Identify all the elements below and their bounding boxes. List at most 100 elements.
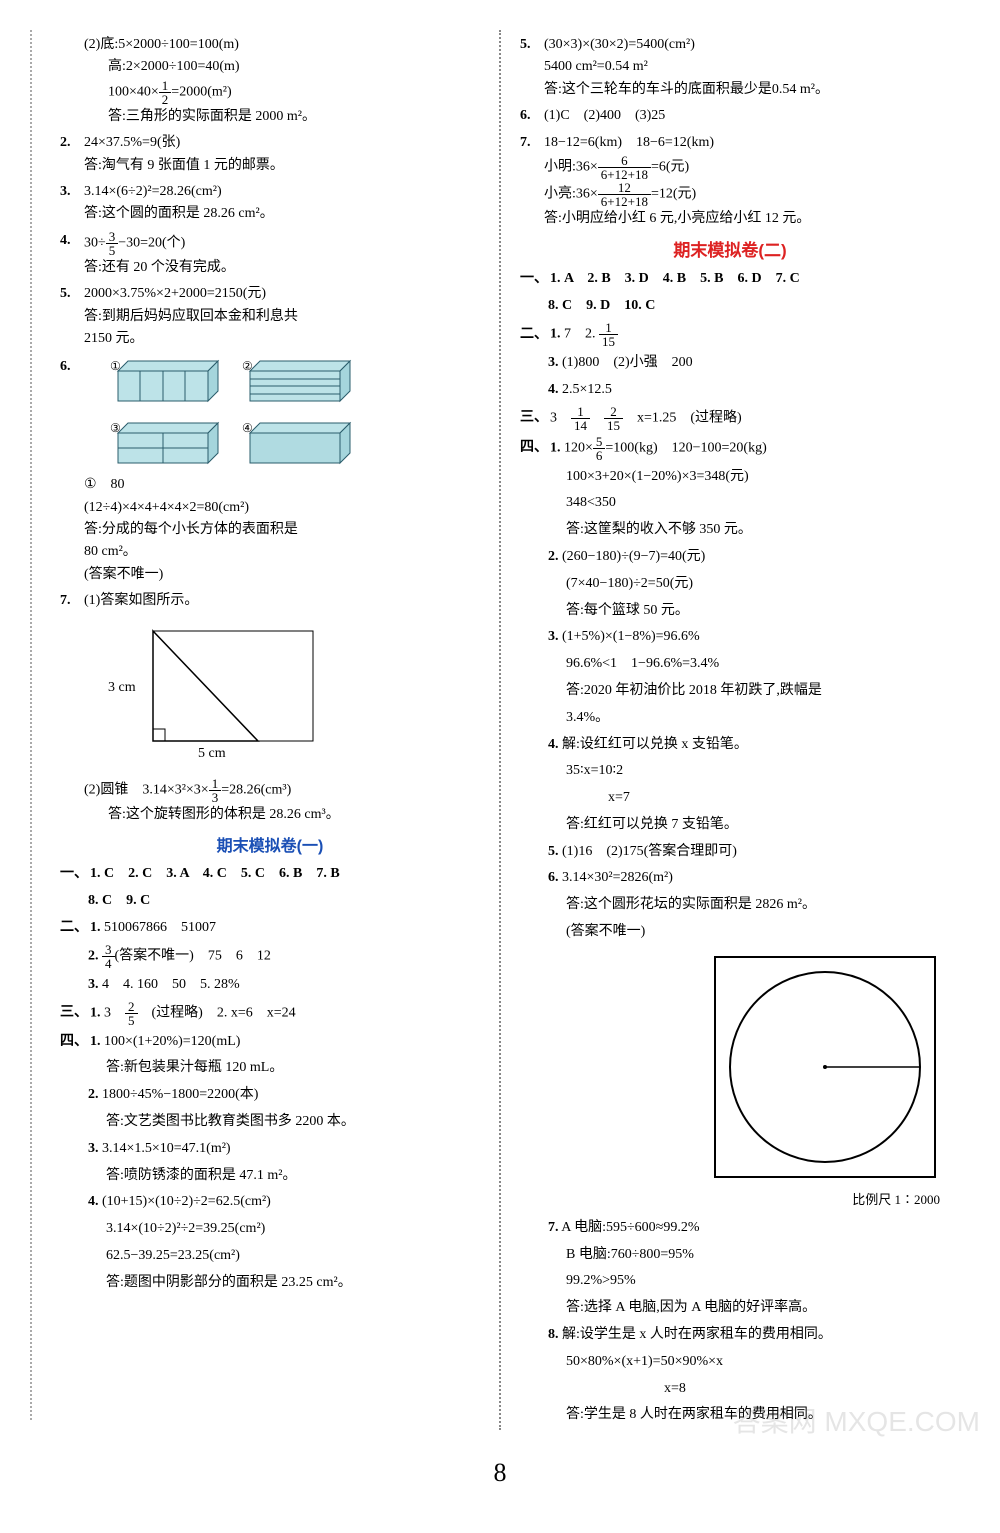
e2-s2-3: 3. (1)800 (2)小强 200 xyxy=(548,351,940,375)
q1-2: (2)底:5×2000÷100=100(m) 高:2×2000÷100=40(m… xyxy=(60,34,480,128)
text: 100×40×12=2000(m²) xyxy=(108,79,480,106)
t: 120× xyxy=(564,440,593,455)
num: 7. xyxy=(60,590,71,612)
divider-line xyxy=(499,30,501,1430)
t: 答:小明应给小红 6 元,小亮应给小红 12 元。 xyxy=(544,208,940,230)
fraction: 25 xyxy=(125,1000,138,1027)
fraction: 114 xyxy=(571,405,590,432)
t: (10+15)×(10÷2)÷2=62.5(cm²) xyxy=(102,1194,271,1209)
box-figures: ① ② ③ xyxy=(108,356,480,468)
n: 4. xyxy=(548,382,559,397)
t: 96.6%<1 1−96.6%=3.4% xyxy=(566,652,940,676)
s4-3: 3. 3.14×1.5×10=47.1(m²) xyxy=(88,1137,480,1161)
t: 5400 cm²=0.54 m² xyxy=(544,56,940,78)
num: 7. xyxy=(520,132,531,154)
t: =6(元) xyxy=(651,160,689,175)
n: 8. xyxy=(548,1327,559,1342)
t: 答:这个圆形花坛的实际面积是 2826 m²。 xyxy=(566,893,940,917)
e2-s4-8: 8. 解:设学生是 x 人时在两家租车的费用相同。 xyxy=(548,1323,940,1347)
t: 8. C 9. D 10. C xyxy=(548,298,655,313)
fraction: 66+12+18 xyxy=(598,154,651,181)
n: 1. xyxy=(90,1005,101,1020)
answer: 答:这个圆的面积是 28.26 cm²。 xyxy=(84,203,480,225)
t: (过程略) 2. x=6 x=24 xyxy=(138,1005,296,1020)
n: 1 xyxy=(571,405,590,419)
num: 5. xyxy=(60,283,71,305)
d: 2 xyxy=(159,93,172,106)
box-fig-1: ① xyxy=(108,356,228,406)
t: 1800÷45%−1800=2200(本) xyxy=(102,1087,258,1102)
t: (7×40−180)÷2=50(元) xyxy=(566,572,940,596)
num: 2. xyxy=(60,132,71,154)
t: 100×(1+20%)=120(mL) xyxy=(104,1034,240,1049)
t: (260−180)÷(9−7)=40(元) xyxy=(562,549,705,564)
n: 2. xyxy=(548,549,559,564)
t: 8. C 9. C xyxy=(88,893,150,908)
svg-text:④: ④ xyxy=(242,421,253,435)
t: 答:新包装果汁每瓶 120 mL。 xyxy=(106,1056,480,1080)
n: 6 xyxy=(598,154,651,168)
t: 答:这筐梨的收入不够 350 元。 xyxy=(566,518,940,542)
t: 答:喷防锈漆的面积是 47.1 m²。 xyxy=(106,1164,480,1188)
e2-s4-7: 7. A 电脑:595÷600≈99.2% xyxy=(548,1216,940,1240)
t: 4 4. 160 50 5. 28% xyxy=(102,977,240,992)
t: (答案不唯一) xyxy=(566,920,940,944)
fraction: 12 xyxy=(159,79,172,106)
n: 1. xyxy=(550,327,561,342)
n: 1. xyxy=(550,440,561,455)
e2-s2-4: 4. 2.5×12.5 xyxy=(548,378,940,402)
t: 答:题图中阴影部分的面积是 23.25 cm²。 xyxy=(106,1271,480,1295)
fraction: 115 xyxy=(599,321,618,348)
n: 3 xyxy=(102,943,115,957)
t xyxy=(590,410,604,425)
t: 答:到期后妈妈应取回本金和利息共 xyxy=(84,306,480,328)
t: 小明:36×66+12+18=6(元) xyxy=(544,154,940,181)
sec-label: 二、 xyxy=(60,920,88,935)
n: 4. xyxy=(88,1194,99,1209)
n: 5. xyxy=(548,844,559,859)
t: (1)C (2)400 (3)25 xyxy=(544,105,940,127)
r-q6: 6. (1)C (2)400 (3)25 xyxy=(520,105,940,127)
n: 1. xyxy=(90,920,101,935)
t: 答:文艺类图书比教育类图书多 2200 本。 xyxy=(106,1110,480,1134)
t: 3.14×1.5×10=47.1(m²) xyxy=(102,1141,231,1156)
num: 3. xyxy=(60,181,71,203)
fraction: 215 xyxy=(604,405,623,432)
e2-s4-4: 4. 解:设红红可以兑换 x 支铅笔。 xyxy=(548,733,940,757)
n: 1 xyxy=(209,777,222,791)
sec-label: 二、 xyxy=(520,327,548,342)
t: x=7 xyxy=(566,786,940,810)
sec-label: 四、 xyxy=(520,440,548,455)
s4-4: 4. (10+15)×(10÷2)÷2=62.5(cm²) xyxy=(88,1190,480,1214)
d: 6 xyxy=(593,449,606,462)
q2: 2. 24×37.5%=9(张) 答:淘气有 9 张面值 1 元的邮票。 xyxy=(60,132,480,177)
t: (12÷4)×4×4+4×4×2=80(cm²) xyxy=(84,497,480,519)
label: 3 cm xyxy=(108,680,136,695)
e2-s4-3: 3. (1+5%)×(1−8%)=96.6% xyxy=(548,625,940,649)
t: 答:这个三轮车的车斗的底面积最少是0.54 m²。 xyxy=(544,79,940,101)
n: 3. xyxy=(88,977,99,992)
triangle-diagram: 3 cm 5 cm xyxy=(108,621,480,769)
n: 3. xyxy=(548,629,559,644)
s2-1: 二、1. 510067866 51007 xyxy=(60,916,480,940)
box-fig-4: ④ xyxy=(240,418,360,468)
n: 7. xyxy=(548,1220,559,1235)
t: 24×37.5%=9(张) xyxy=(84,132,480,154)
s2-3: 3. 4 4. 160 50 5. 28% xyxy=(88,973,480,997)
t: 3.14×30²=2826(m²) xyxy=(562,870,673,885)
d: 3 xyxy=(209,791,222,804)
t: (答案不唯一) 75 6 12 xyxy=(115,949,271,964)
t: =2000(m²) xyxy=(171,85,231,100)
t: =28.26(cm³) xyxy=(221,783,291,798)
t: (1)16 (2)175(答案合理即可) xyxy=(562,844,737,859)
column-divider xyxy=(480,30,520,1430)
left-margin-dots xyxy=(30,30,32,1420)
answer: 答:还有 20 个没有完成。 xyxy=(84,257,480,279)
t: 答:选择 A 电脑,因为 A 电脑的好评率高。 xyxy=(566,1296,940,1320)
t: 3.14×(10÷2)²÷2=39.25(cm²) xyxy=(106,1217,480,1241)
r-q7: 7. 18−12=6(km) 18−6=12(km) 小明:36×66+12+1… xyxy=(520,132,940,231)
num: 5. xyxy=(520,34,531,56)
label: 5 cm xyxy=(198,746,226,761)
d: 14 xyxy=(571,419,590,432)
e2-s4-1: 四、1. 120×56=100(kg) 120−100=20(kg) xyxy=(520,435,940,462)
